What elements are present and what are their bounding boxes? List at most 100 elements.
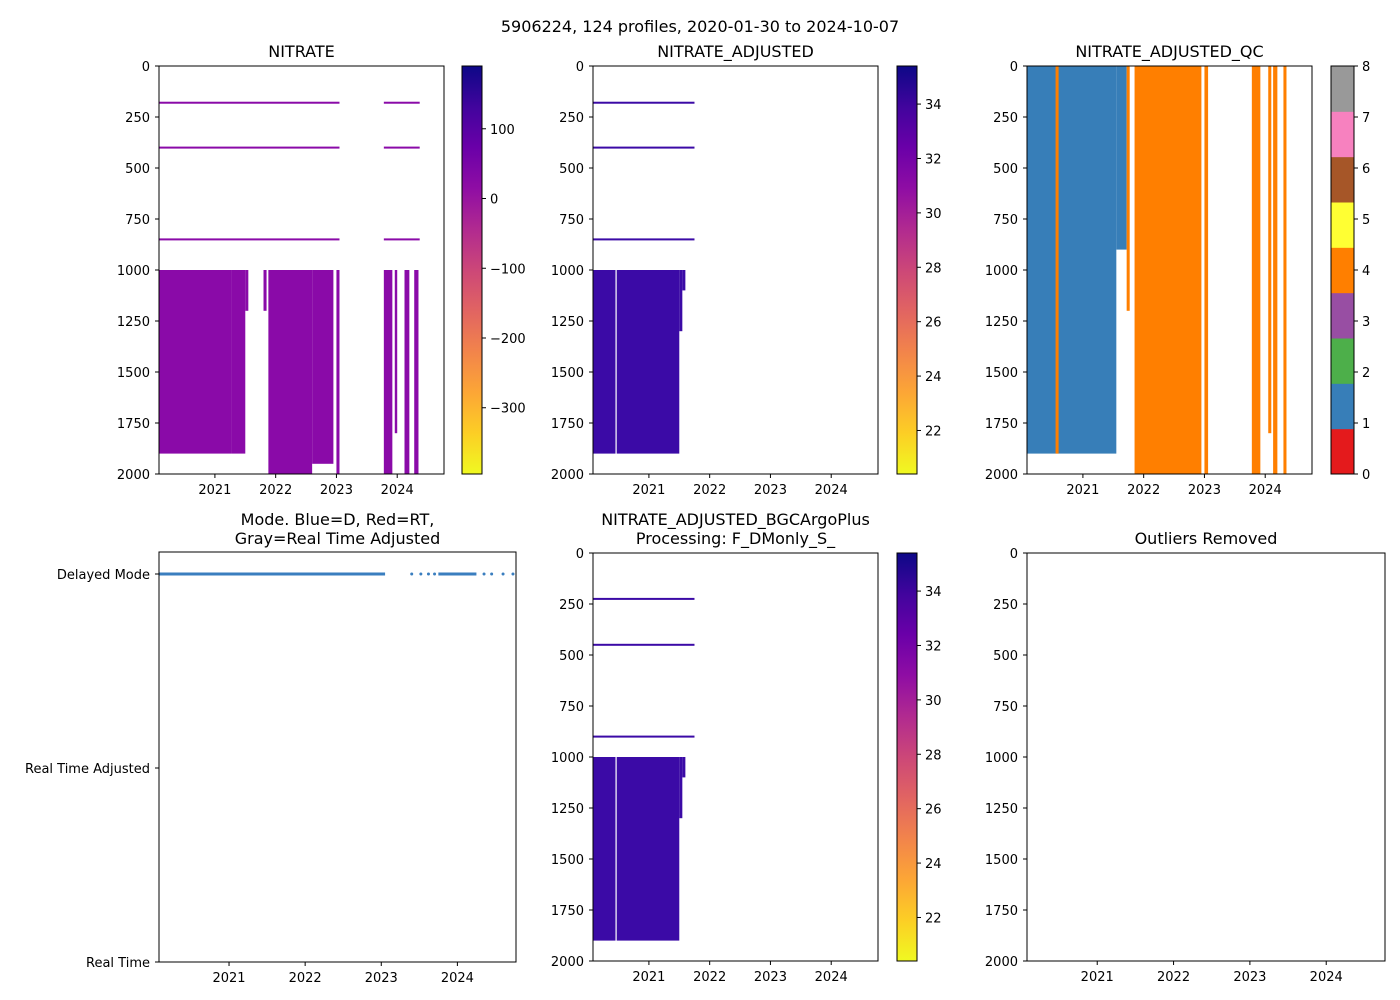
x-tick-label: 2024 [1249,483,1282,498]
colorbar-segment [1331,383,1354,430]
y-tick-label: 0 [576,547,584,562]
chart-title-line: NITRATE_ADJUSTED_BGCArgoPlus [601,510,870,530]
y-tick-label: 1000 [985,264,1018,279]
colorbar-tick-label: 26 [925,803,942,818]
y-tick-label: 500 [559,649,584,664]
y-tick-label: 1250 [985,315,1018,330]
y-tick-label: 1250 [985,802,1018,817]
data-line [383,146,420,149]
mode-point [501,572,505,576]
y-tick-label: 0 [1010,60,1018,75]
y-tick-label: 1750 [985,417,1018,432]
y-tick-label: 750 [993,213,1018,228]
y-tick-label: 750 [559,213,584,228]
data-block [679,757,683,819]
y-tick-label: 750 [559,700,584,715]
data-block [231,270,246,454]
colorbar-tick-label: 6 [1362,162,1370,177]
data-block [1268,66,1272,434]
axes-frame [158,551,517,963]
y-tick-label: 500 [993,649,1018,664]
x-tick-label: 2021 [632,970,665,985]
mode-point-run [159,572,386,576]
y-tick-label: 1000 [551,264,584,279]
x-tick-label: 2022 [1127,483,1160,498]
y-tick-label: 0 [142,60,150,75]
x-tick-label: 2021 [198,483,231,498]
x-tick-label: 2023 [754,970,787,985]
y-tick-label: 1250 [117,315,150,330]
mode-point [482,572,486,576]
colorbar-fill [462,66,482,474]
data-block [593,270,616,454]
y-tick-label: 250 [993,111,1018,126]
y-tick-label: 1750 [551,417,584,432]
data-line [159,238,340,241]
data-block [263,270,267,311]
y-tick-label: 1500 [117,366,150,381]
data-block [679,270,683,332]
colorbar-tick-label: 30 [925,207,942,222]
data-block [336,270,340,474]
colorbar-segment [1331,247,1354,294]
mode-point [410,572,414,576]
colorbar-segment [1331,292,1354,339]
chart-title-line: Gray=Real Time Adjusted [235,529,441,548]
data-block [1116,66,1127,250]
colorbar-frame [896,65,918,475]
x-tick-label: 2022 [693,970,726,985]
colorbar-tick-label: 100 [490,123,515,138]
chart-title-line: Processing: F_DMonly_S_ [636,529,836,549]
colorbar-tick-label: −100 [490,262,526,277]
colorbar-segment [1331,111,1354,158]
y-tick-label: 1500 [985,853,1018,868]
colorbar-tick-label: 22 [925,911,942,926]
data-line [383,238,420,241]
data-block [1204,66,1209,474]
y-tick-label: 750 [125,213,150,228]
data-block [1251,66,1261,474]
y-tick-label: 2000 [117,468,150,483]
chart-title: NITRATE_ADJUSTED_QC [1075,42,1263,62]
colorbar-tick-label: 28 [925,261,942,276]
colorbar-tick-label: 4 [1362,264,1370,279]
colorbar: 0 1 2 3 4 5 6 7 8 [1330,60,1370,483]
colorbar-segment [1331,428,1354,475]
data-line [593,597,695,600]
x-tick-label: 2024 [381,483,414,498]
x-tick-label: 2021 [1081,970,1114,985]
x-tick-label: 2024 [1310,970,1343,985]
colorbar-segment [1331,66,1354,112]
colorbar-tick-label: 8 [1362,60,1370,75]
data-block [159,270,232,454]
x-tick-label: 2023 [1188,483,1221,498]
y-tick-label: 250 [559,598,584,613]
data-block [1126,66,1130,311]
y-tick-label: 500 [559,162,584,177]
x-tick-label: 2023 [1233,970,1266,985]
colorbar-fill [897,553,917,961]
x-tick-label: 2023 [365,971,398,986]
colorbar-tick-label: 2 [1362,366,1370,381]
mode-point [490,572,494,576]
colorbar-segment [1331,338,1354,384]
y-tick-label: 500 [125,162,150,177]
y-tick-label: 250 [559,111,584,126]
colorbar-tick-label: 34 [925,585,942,600]
mode-point [433,572,437,576]
colorbar: 34 32 30 28 26 24 22 [896,552,942,962]
x-tick-label: 2021 [632,483,665,498]
colorbar-tick-label: 32 [925,639,942,654]
data-block [616,270,680,454]
y-tick-label: Real Time Adjusted [25,762,150,777]
colorbar-tick-label: 1 [1362,417,1370,432]
mode-point [511,572,515,576]
colorbar-frame [896,552,918,962]
y-tick-label: 1000 [117,264,150,279]
subplot-bgcargoplus: NITRATE_ADJUSTED_BGCArgoPlusProcessing: … [551,510,942,985]
x-tick-label: 2021 [1066,483,1099,498]
figure-suptitle: 5906224, 124 profiles, 2020-01-30 to 202… [501,17,899,36]
